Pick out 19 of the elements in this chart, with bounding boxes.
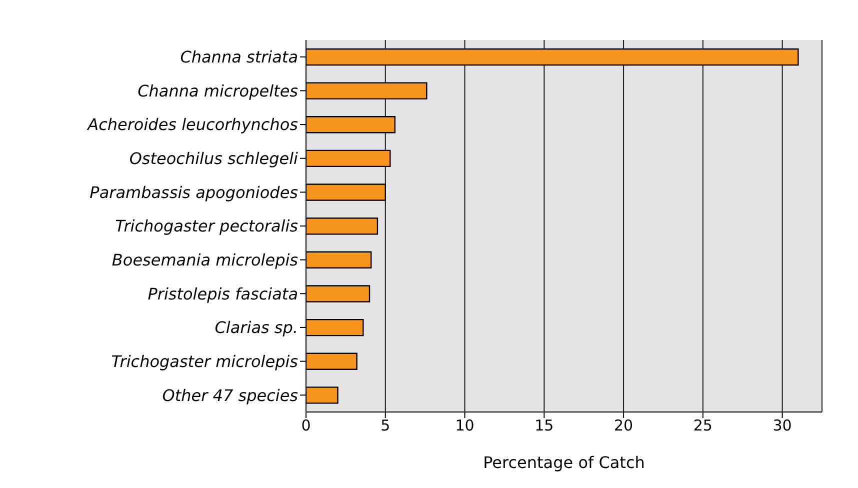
y-tick-label: Boesemania microlepis <box>112 250 298 270</box>
y-tick-label: Osteochilus schlegeli <box>129 149 299 168</box>
y-tick-label: Clarias sp. <box>214 318 298 338</box>
x-tick-label: 25 <box>693 416 712 435</box>
x-tick-label: 5 <box>380 416 390 435</box>
x-tick-label: 0 <box>301 416 311 435</box>
y-tick-label: Pristolepis fasciata <box>148 284 298 304</box>
y-tick-label: Parambassis apogoniodes <box>90 182 298 202</box>
y-tick-label: Trichogaster microlepis <box>111 352 298 371</box>
x-tick-label: 10 <box>455 416 474 435</box>
y-tick-label: Channa micropeltes <box>138 81 298 100</box>
x-tick-label: 30 <box>772 416 792 435</box>
x-axis-title: Percentage of Catch <box>483 453 645 472</box>
y-tick-label: Other 47 species <box>162 386 298 405</box>
x-tick-label: 15 <box>534 416 554 435</box>
y-tick-label: Channa striata <box>180 48 298 67</box>
y-tick-label: Acheroides leucorhynchos <box>86 115 298 134</box>
y-tick-label: Trichogaster pectoralis <box>115 216 298 236</box>
x-tick-label: 20 <box>614 416 634 435</box>
